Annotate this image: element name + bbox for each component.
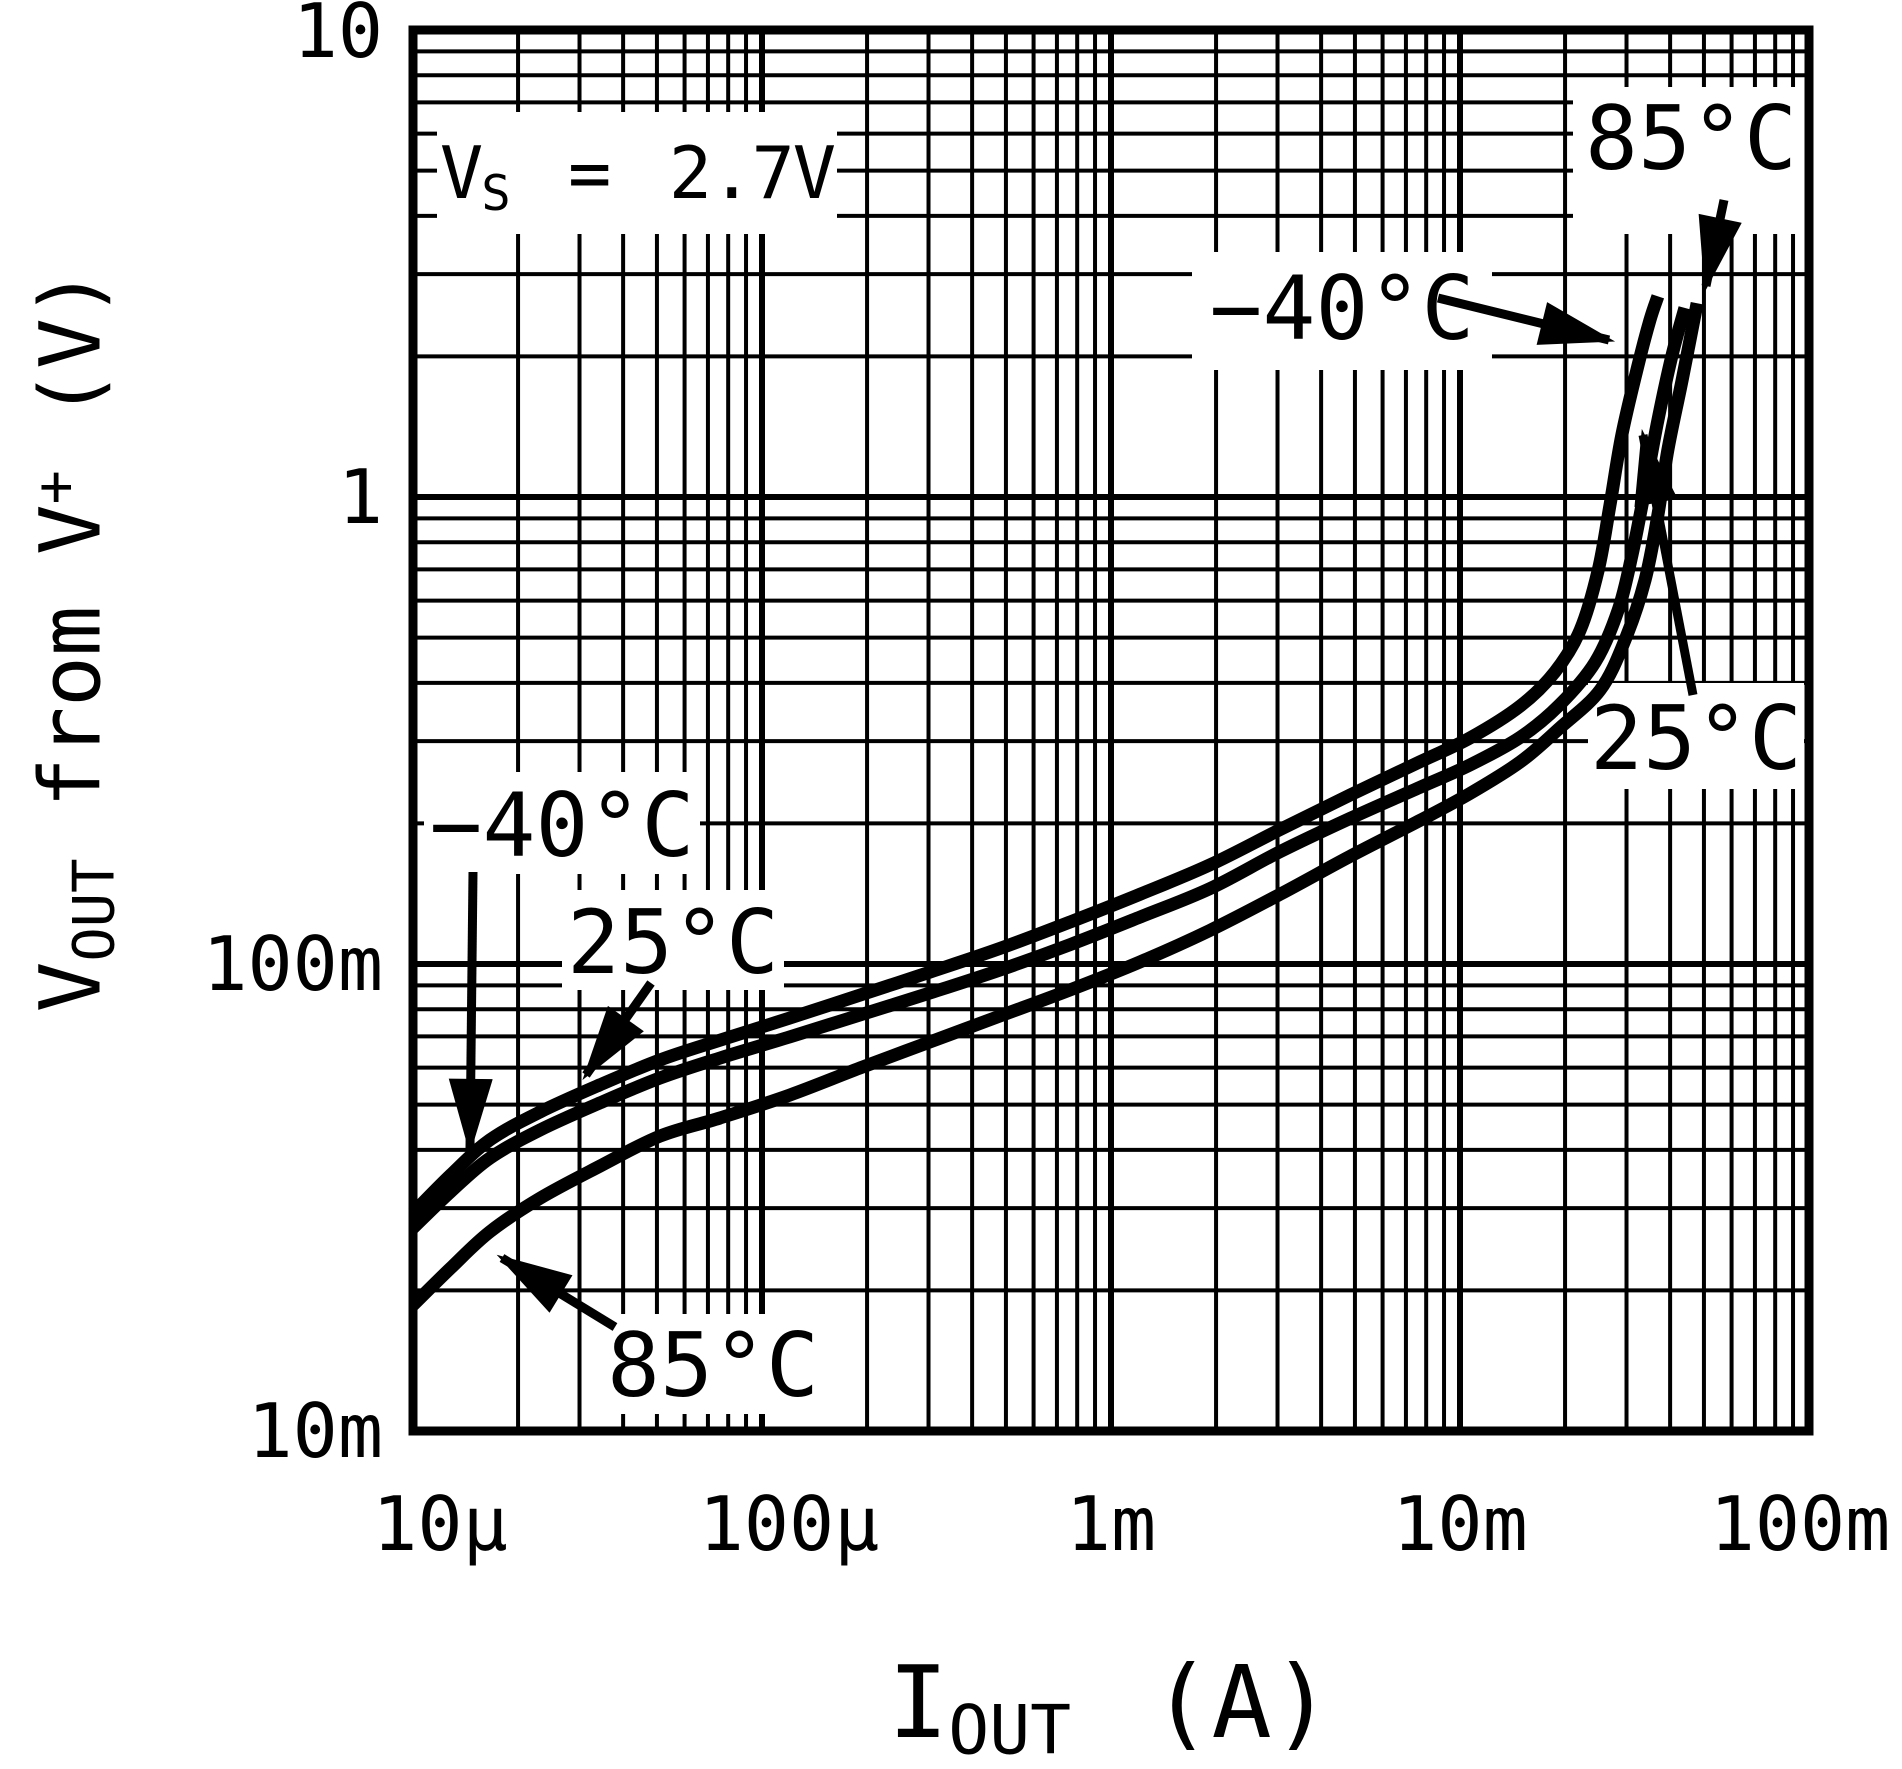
label-85c-top: 85°C [1585, 87, 1797, 190]
label-minus40c-top: −40°C [1209, 257, 1475, 360]
y-tick-100m: 100m [202, 920, 383, 1008]
label-minus40c-left: −40°C [429, 774, 695, 877]
y-title-superscript: + [22, 470, 88, 505]
vs-value: = 2.7V [508, 131, 836, 215]
curve-25C [408, 306, 1692, 1233]
y-tick-10: 10 [292, 0, 383, 75]
label-85c-bottom: 85°C [607, 1314, 819, 1417]
vs-condition-annotation: VS = 2.7V [437, 112, 837, 234]
x-axis-title: IOUT (A) [888, 1644, 1332, 1769]
curve-85C [408, 301, 1704, 1310]
label-25c-right: 25°C [1590, 687, 1802, 790]
x-tick-10u: 10µ [372, 1480, 508, 1568]
y-tick-10m: 10m [247, 1387, 383, 1475]
label-25c-left: 25°C [567, 891, 779, 994]
x-tick-10m: 10m [1392, 1480, 1528, 1568]
y-tick-1: 1 [337, 453, 383, 541]
y-title-subscript: OUT [61, 858, 128, 962]
x-tick-100u: 100µ [698, 1480, 880, 1568]
x-tick-100m: 100m [1709, 1480, 1891, 1568]
vs-symbol: V [439, 131, 483, 215]
x-title-subscript: OUT [948, 1691, 1072, 1769]
vs-symbol-subscript: S [481, 164, 511, 222]
y-axis-title: VOUT from V+ (V) [21, 267, 128, 1013]
x-tick-1m: 1m [1065, 1480, 1157, 1568]
